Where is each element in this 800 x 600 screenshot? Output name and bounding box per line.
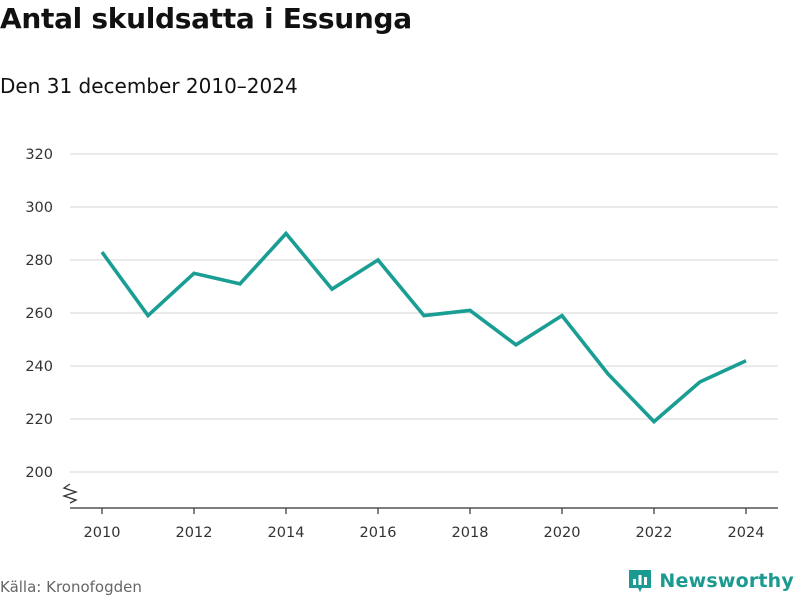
data-point <box>422 314 426 318</box>
data-point <box>238 282 242 286</box>
data-point <box>560 314 564 318</box>
newsworthy-logo: Newsworthy <box>627 568 794 594</box>
y-tick-label: 260 <box>25 306 53 322</box>
y-tick-label: 280 <box>25 253 53 269</box>
x-tick-label: 2018 <box>452 525 489 541</box>
logo-text: Newsworthy <box>659 570 794 592</box>
newsworthy-logo-icon <box>629 570 652 592</box>
chart-title: Antal skuldsatta i Essunga <box>0 2 412 35</box>
x-tick-label: 2012 <box>176 525 213 541</box>
y-axis: 200 220 240 260 280 300 320 <box>25 147 79 504</box>
source-note: Källa: Kronofogden <box>0 578 142 596</box>
x-tick-label: 2024 <box>728 525 765 541</box>
y-tick-label: 300 <box>25 200 53 216</box>
data-point <box>100 250 104 254</box>
data-point <box>652 420 656 424</box>
x-tick-label: 2016 <box>360 525 397 541</box>
data-point <box>514 343 518 347</box>
data-point <box>606 372 610 376</box>
data-point <box>146 314 150 318</box>
y-tick-label: 220 <box>25 412 53 428</box>
data-point <box>468 308 472 312</box>
x-tick-label: 2010 <box>84 525 121 541</box>
x-tick-label: 2014 <box>268 525 305 541</box>
data-point <box>330 287 334 291</box>
axis-break-marker <box>61 483 79 504</box>
data-point <box>698 380 702 384</box>
chart-subtitle: Den 31 december 2010–2024 <box>0 74 298 98</box>
x-tick-label: 2020 <box>544 525 581 541</box>
data-point <box>284 232 288 236</box>
y-tick-label: 320 <box>25 147 53 163</box>
y-tick-label: 240 <box>25 359 53 375</box>
series-layer <box>100 230 748 425</box>
x-tick-label: 2022 <box>636 525 673 541</box>
data-point <box>744 359 748 363</box>
gridlines <box>70 153 778 473</box>
series-line <box>100 230 747 425</box>
y-tick-label: 200 <box>25 465 53 481</box>
data-point <box>376 258 380 262</box>
data-point <box>192 271 196 275</box>
x-axis: 2010 2012 2014 2016 2018 2020 2022 2024 <box>70 507 778 541</box>
